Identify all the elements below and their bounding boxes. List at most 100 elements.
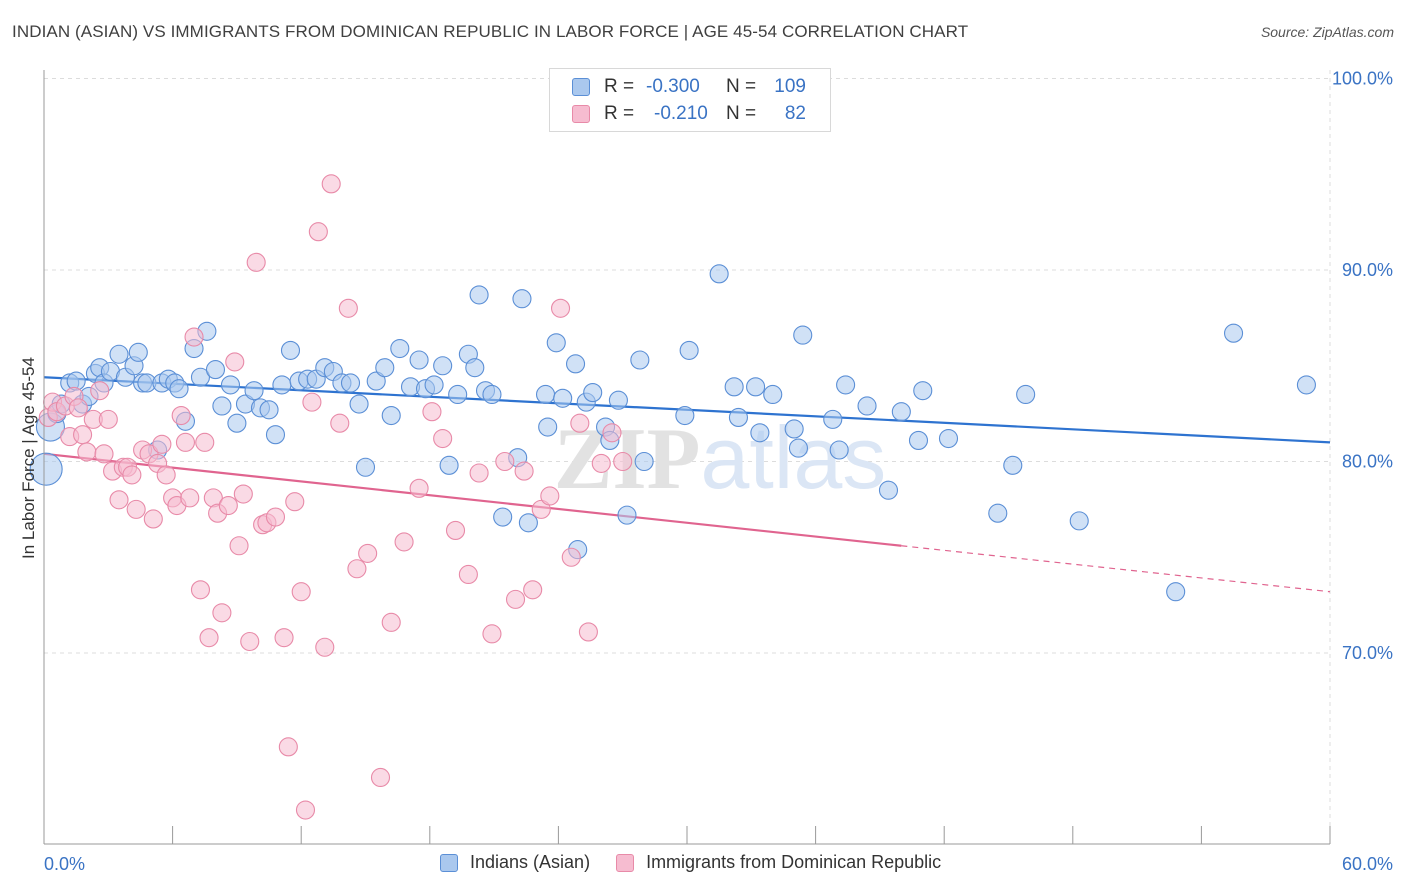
point-dominican [265,507,286,527]
point-dominican [570,413,590,433]
point-dominican [295,800,316,820]
point-indians [746,377,766,397]
series-legend: Indians (Asian) Immigrants from Dominica… [440,852,967,873]
point-indians [512,289,532,309]
point-indians [190,367,211,387]
point-dominican [370,767,391,788]
point-indians [169,379,189,399]
point-dominican [482,624,502,644]
point-dominican [122,465,142,485]
legend-item-dominican: Immigrants from Dominican Republic [616,852,941,873]
point-dominican [338,298,358,318]
point-indians [465,358,485,378]
point-indians [728,407,748,428]
point-dominican [308,222,328,242]
point-dominican [274,628,294,648]
point-dominican [561,547,581,567]
point-dominican [240,631,260,652]
point-indians [482,384,502,405]
point-indians [617,505,637,525]
point-dominican [233,484,253,504]
chart-title: INDIAN (ASIAN) VS IMMIGRANTS FROM DOMINI… [12,22,969,41]
point-dominican [514,461,534,481]
point-indians [724,377,744,397]
point-dominican [225,352,245,372]
point-dominican [445,520,466,540]
point-dominican [458,564,478,585]
point-indians [424,375,444,395]
legend-n-label: N = [726,76,757,97]
legend-n-value: 109 [774,76,806,97]
point-indians [109,344,129,364]
point-dominican [495,451,515,472]
point-dominican [302,392,322,412]
point-indians [750,423,770,443]
point-indians [583,383,603,403]
point-dominican [229,536,249,556]
point-dominican [422,402,442,422]
point-dominican [109,490,129,510]
point-dominican [152,434,172,454]
point-dominican [98,409,118,429]
point-indians [634,451,654,472]
point-dominican [175,432,196,452]
point-indians [355,457,376,477]
legend-swatch-blue [572,78,590,96]
legend-row-indians: R = -0.300 N = 109 [572,75,806,99]
point-dominican [73,425,93,445]
point-indians [908,430,929,450]
point-indians [205,360,226,380]
point-dominican [321,174,341,194]
point-indians [518,513,538,533]
point-indians [878,480,899,500]
point-indians [244,381,264,401]
point-indians [1296,375,1316,395]
point-indians [788,438,809,458]
point-indians [448,384,468,405]
point-dominican [381,612,401,632]
point-indians [340,373,361,393]
point-indians [212,396,232,416]
legend-r-label: R = [604,76,635,97]
point-indians [280,340,301,360]
point-dominican [602,423,622,443]
y-tick-label: 80.0% [1342,452,1393,472]
point-indians [381,405,401,426]
point-indians [375,358,395,378]
point-indians [227,413,247,433]
point-dominican [315,637,335,657]
point-indians [784,419,804,439]
point-dominican [246,252,266,272]
point-indians [535,384,556,405]
point-dominican [540,486,560,506]
point-indians [565,354,586,374]
point-indians [630,350,650,370]
legend-item-indians: Indians (Asian) [440,852,590,873]
point-indians [128,342,148,362]
legend-label-dominican: Immigrants from Dominican Republic [646,852,942,872]
point-dominican [433,428,453,449]
point-dominican [531,499,551,519]
point-indians [220,375,241,395]
point-dominican [550,298,571,318]
point-dominican [171,405,191,426]
point-dominican [330,413,350,433]
point-dominican [358,543,378,563]
point-indians [1224,323,1244,343]
point-indians [988,503,1008,523]
point-dominican [212,603,232,623]
legend-n-label: N = [726,103,757,124]
point-indians [469,285,489,305]
point-dominican [180,488,200,508]
point-indians [857,396,877,416]
point-indians [390,338,410,359]
point-dominican [523,580,543,600]
x-tick-label-left: 0.0% [44,854,85,874]
point-indians [891,402,911,422]
point-indians [272,375,292,395]
y-axis-title: In Labor Force | Age 45-54 [19,357,38,559]
point-dominican [394,532,414,552]
point-dominican [409,478,429,498]
legend-swatch-pink [572,105,590,123]
